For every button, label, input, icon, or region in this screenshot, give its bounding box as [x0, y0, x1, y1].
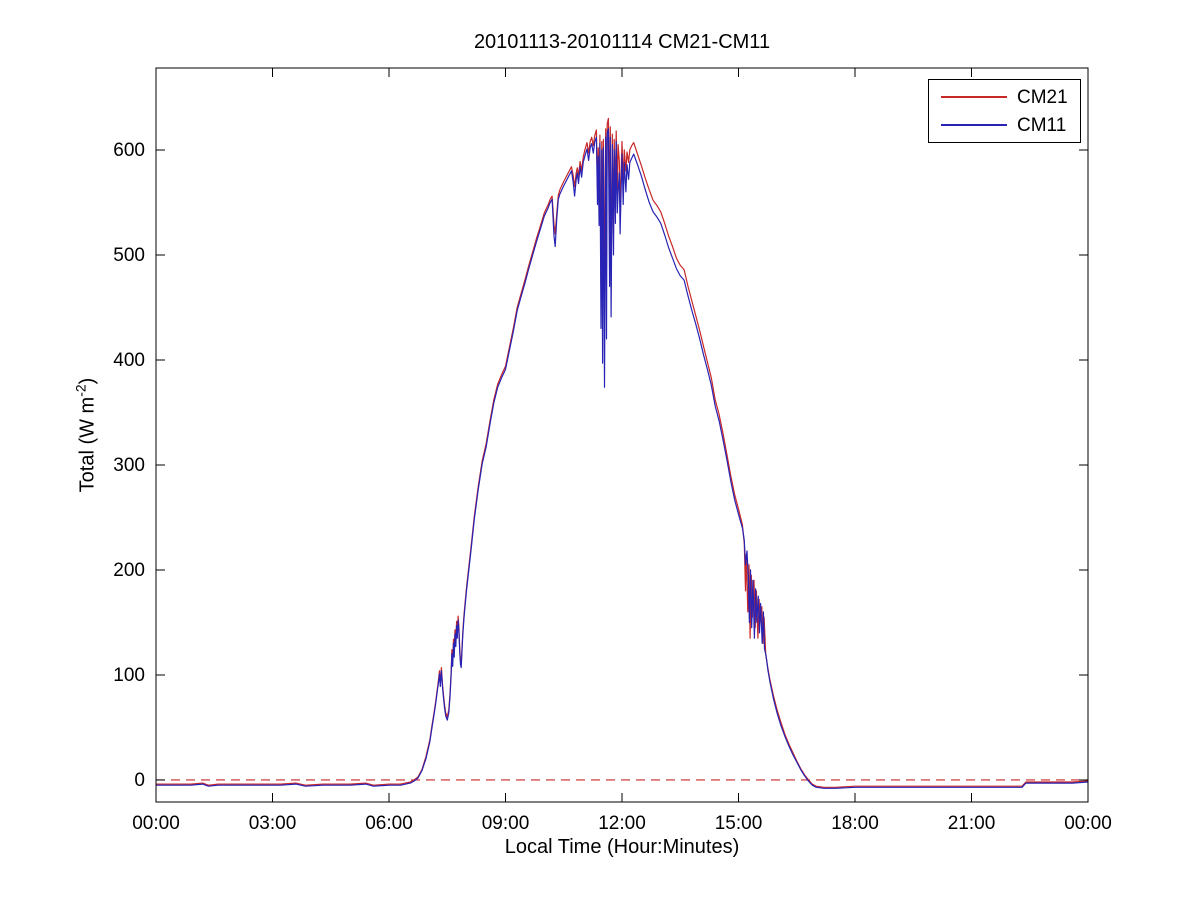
y-tick-label: 400 — [113, 350, 145, 371]
y-tick-label: 200 — [113, 560, 145, 581]
cm11-line-sample — [941, 124, 1007, 126]
legend-box: CM21 CM11 — [928, 79, 1081, 143]
cm21-line-sample — [941, 96, 1007, 98]
y-tick-label: 300 — [113, 455, 145, 476]
y-tick-label: 100 — [113, 665, 145, 686]
x-tick-label: 03:00 — [249, 813, 297, 834]
x-axis-label: Local Time (Hour:Minutes) — [504, 836, 740, 858]
legend-label-cm11: CM11 — [1017, 114, 1067, 136]
x-tick-label: 09:00 — [482, 813, 530, 834]
y-tick-label: 600 — [113, 140, 145, 161]
x-tick-label: 18:00 — [831, 813, 879, 834]
legend-label-cm21: CM21 — [1017, 86, 1068, 108]
x-tick-label: 21:00 — [948, 813, 996, 834]
cm11-line — [156, 128, 1089, 789]
x-tick-label: 06:00 — [365, 813, 413, 834]
y-tick-label: 0 — [134, 770, 145, 791]
chart-title: 20101113-20101114 CM21-CM11 — [473, 31, 771, 53]
y-axis-label: Total (W m-2) — [72, 377, 99, 493]
legend-item-cm21: CM21 — [941, 84, 1070, 110]
x-tick-label: 00:00 — [132, 813, 180, 834]
cm21-line — [156, 117, 1089, 788]
legend-item-cm11: CM11 — [941, 112, 1070, 138]
x-tick-label: 12:00 — [598, 813, 646, 834]
x-tick-label: 15:00 — [715, 813, 763, 834]
y-tick-label: 500 — [113, 245, 145, 266]
x-tick-label: 00:00 — [1064, 813, 1112, 834]
